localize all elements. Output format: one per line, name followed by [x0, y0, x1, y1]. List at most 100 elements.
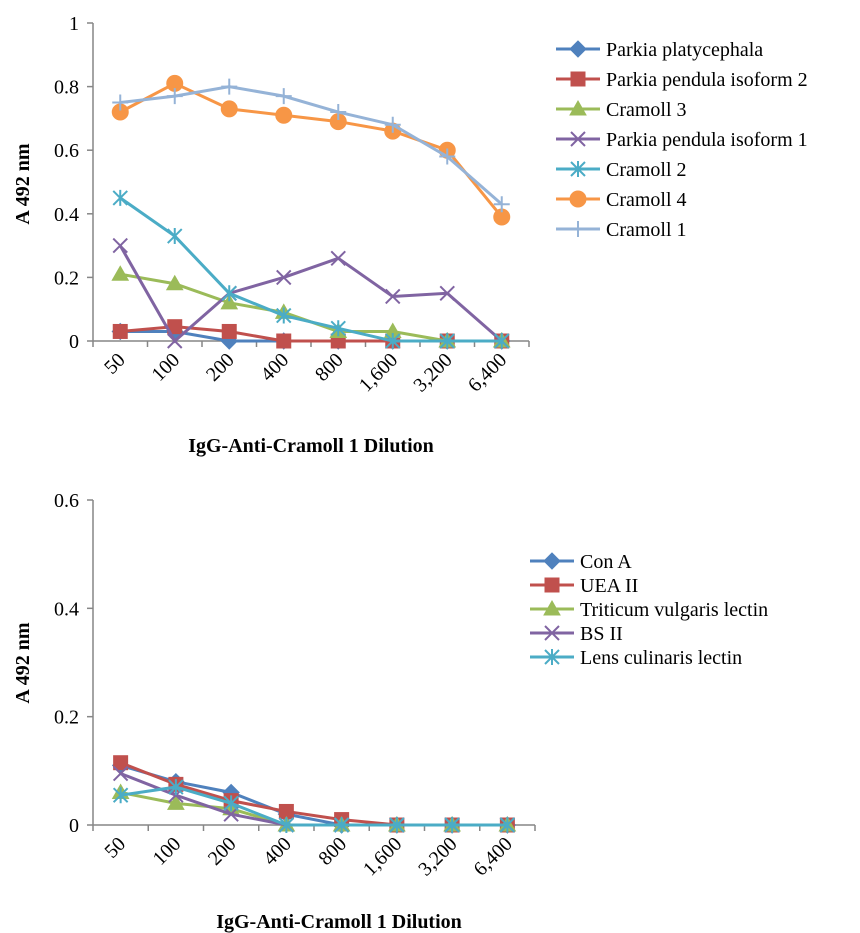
chart-bottom-series: [111, 755, 517, 834]
y-tick-label: 0.4: [54, 598, 79, 620]
series-markers-cramoll-1: [112, 78, 510, 213]
series-markers-cramoll-2: [112, 189, 510, 349]
data-point-cramoll-4: [275, 106, 293, 124]
data-point-parkia-pendula-isoform-1: [439, 285, 455, 302]
legend-label-triticum-vulgaris-lectin: Triticum vulgaris lectin: [580, 599, 768, 621]
data-point-lens-culinaris-lectin: [168, 779, 184, 796]
data-point-cramoll-2: [276, 307, 292, 324]
y-tick-label: 0.2: [54, 267, 79, 289]
data-point-lens-culinaris-lectin: [499, 817, 516, 833]
legend-marker-con-a: [543, 552, 561, 570]
data-point-parkia-pendula-isoform-2: [276, 333, 292, 349]
x-tick-label: 1,600: [355, 349, 402, 396]
series-line-cramoll-2: [119, 196, 502, 343]
data-point-cramoll-3: [111, 265, 130, 281]
data-point-cramoll-1: [384, 116, 401, 133]
data-point-cramoll-2: [221, 285, 237, 302]
data-point-cramoll-1: [275, 88, 292, 105]
legend-marker-parkia-pendula-isoform-1: [570, 131, 586, 147]
data-point-lens-culinaris-lectin: [112, 787, 129, 804]
x-tick-label: 50: [100, 833, 130, 863]
data-point-lens-culinaris-lectin: [278, 817, 295, 833]
data-point-cramoll-4: [220, 100, 238, 118]
x-tick-label: 800: [314, 833, 351, 870]
legend-marker-lens-culinaris-lectin: [544, 649, 560, 665]
data-point-parkia-pendula-isoform-1: [167, 333, 183, 349]
legend-label-cramoll-2: Cramoll 2: [606, 159, 687, 181]
chart-bottom-y-axis-label: A 492 nm: [12, 622, 34, 703]
series-line-cramoll-1: [120, 85, 503, 206]
legend-label-parkia-pendula-isoform-2: Parkia pendula isoform 2: [606, 69, 808, 91]
data-point-cramoll-1: [221, 78, 238, 95]
data-point-cramoll-2: [112, 189, 128, 206]
data-point-cramoll-2: [439, 333, 455, 349]
x-tick-label: 3,200: [409, 349, 456, 396]
y-tick-label: 0: [69, 331, 79, 353]
legend-marker-parkia-pendula-isoform-2: [570, 71, 586, 87]
data-point-cramoll-1: [330, 104, 347, 121]
x-tick-label: 800: [311, 349, 348, 386]
y-tick-label: 0.6: [54, 490, 79, 512]
legend-marker-parkia-platycephala: [569, 40, 587, 58]
data-point-triticum-vulgaris-lectin: [167, 794, 185, 810]
chart-top-series: [111, 74, 511, 350]
legend-marker-cramoll-2: [570, 161, 586, 177]
chart-top-y-tick-labels: 0 0.2 0.4 0.6 0.8 1: [54, 13, 79, 353]
x-tick-label: 1,600: [359, 833, 406, 880]
legend-label-bs-ii: BS II: [580, 623, 623, 645]
chart-top-legend: Parkia platycephala Parkia pendula isofor…: [556, 39, 808, 241]
chart-bottom-x-axis-label: IgG-Anti-Cramoll 1 Dilution: [216, 911, 462, 933]
data-point-cramoll-2: [385, 333, 401, 349]
legend-marker-triticum-vulgaris-lectin: [543, 599, 561, 616]
data-point-parkia-pendula-isoform-1: [112, 237, 128, 254]
legend-label-parkia-pendula-isoform-1: Parkia pendula isoform 1: [606, 129, 808, 151]
legend-label-lens-culinaris-lectin: Lens culinaris lectin: [580, 647, 742, 669]
data-point-lens-culinaris-lectin: [389, 817, 405, 833]
x-tick-label: 100: [149, 833, 186, 870]
data-point-cramoll-1: [493, 196, 510, 213]
series-markers-lens-culinaris-lectin: [112, 779, 516, 833]
data-point-cramoll-1: [439, 148, 456, 165]
chart-bottom: 0 0.2 0.4 0.6 50 100 200 400 800 1,600 3,200 6,400…: [12, 490, 768, 933]
data-point-parkia-pendula-isoform-1: [330, 250, 346, 267]
series-line-lens-culinaris-lectin: [120, 785, 508, 827]
y-tick-label: 0.2: [54, 707, 79, 729]
x-tick-label: 400: [259, 833, 296, 870]
data-point-lens-culinaris-lectin: [333, 817, 350, 833]
data-point-cramoll-2: [167, 228, 183, 245]
y-tick-label: 0.6: [54, 140, 79, 162]
chart-top-x-tick-labels: 50 100 200 400 800 1,600 3,200 6,400: [100, 349, 511, 396]
data-point-parkia-pendula-isoform-2: [112, 323, 128, 339]
y-tick-label: 0.4: [54, 204, 79, 226]
data-point-parkia-pendula-isoform-2: [221, 323, 237, 339]
series-line-cramoll-4: [119, 81, 503, 218]
data-point-lens-culinaris-lectin: [223, 795, 239, 812]
legend-label-cramoll-1: Cramoll 1: [606, 219, 687, 241]
legend-marker-cramoll-3: [569, 99, 587, 116]
x-tick-label: 100: [148, 349, 185, 386]
y-tick-label: 0: [69, 815, 79, 837]
data-point-lens-culinaris-lectin: [444, 817, 460, 833]
legend-label-parkia-platycephala: Parkia platycephala: [606, 39, 763, 61]
data-point-cramoll-2: [494, 333, 510, 349]
x-tick-label: 6,400: [470, 833, 517, 880]
x-tick-label: 50: [100, 349, 130, 379]
y-tick-label: 0.8: [54, 77, 79, 99]
x-tick-label: 3,200: [414, 833, 461, 880]
data-point-cramoll-2: [330, 320, 346, 337]
data-point-cramoll-1: [112, 94, 129, 111]
chart-bottom-x-tick-labels: 50 100 200 400 800 1,600 3,200 6,400: [100, 833, 516, 880]
chart-bottom-axes: [87, 499, 536, 831]
data-point-parkia-pendula-isoform-1: [276, 269, 292, 286]
data-point-uea-ii: [113, 755, 129, 771]
x-tick-label: 6,400: [464, 349, 511, 396]
y-tick-label: 1: [69, 13, 79, 35]
legend-marker-uea-ii: [544, 577, 560, 593]
chart-top-x-axis-label: IgG-Anti-Cramoll 1 Dilution: [188, 435, 434, 457]
series-line-parkia-pendula-isoform-1: [118, 244, 503, 344]
chart-bottom-y-tick-labels: 0 0.2 0.4 0.6: [54, 490, 79, 837]
chart-top: 0 0.2 0.4 0.6 0.8 1 50 100 200 400 800 1,600 3,200 6…: [12, 13, 808, 457]
legend-label-cramoll-3: Cramoll 3: [606, 99, 687, 121]
x-tick-label: 200: [202, 349, 239, 386]
